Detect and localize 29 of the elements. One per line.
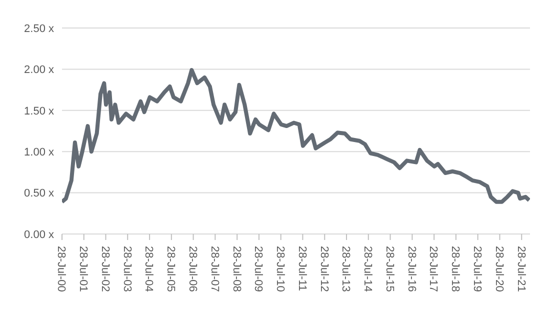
x-tick-label: 28-Jul-21	[514, 246, 527, 292]
x-tick-label: 28-Jul-18	[449, 246, 462, 292]
x-tick-label: 28-Jul-11	[296, 246, 308, 292]
x-tick-label: 28-Jul-17	[427, 246, 440, 292]
y-tick-label: 0.50 x	[24, 188, 54, 200]
x-tick-label: 28-Jul-10	[274, 246, 286, 292]
x-tick-label: 28-Jul-16	[405, 246, 418, 292]
x-tick-label: 28-Jul-00	[55, 246, 68, 292]
x-tick-label: 28-Jul-03	[120, 246, 133, 292]
x-tick-label: 28-Jul-06	[186, 246, 198, 292]
x-tick-label: 28-Jul-15	[383, 246, 396, 292]
y-tick-label: 0.00 x	[24, 228, 54, 241]
x-tick-label: 28-Jul-07	[208, 246, 220, 292]
y-tick-label: 2.50 x	[24, 22, 54, 35]
x-tick-label: 28-Jul-12	[318, 246, 330, 292]
y-tick-label: 2.00 x	[24, 64, 54, 76]
x-tick-label: 28-Jul-08	[230, 246, 242, 292]
x-tick-label: 28-Jul-14	[362, 246, 374, 292]
x-tick-label: 28-Jul-09	[252, 246, 264, 292]
y-tick-label: 1.00 x	[24, 146, 54, 159]
x-tick-label: 28-Jul-05	[164, 246, 177, 292]
x-tick-label: 28-Jul-04	[142, 246, 155, 292]
x-tick-label: 28-Jul-13	[340, 246, 352, 292]
x-tick-label: 28-Jul-01	[77, 246, 90, 292]
x-tick-label: 28-Jul-20	[492, 246, 505, 292]
line-series	[62, 68, 530, 204]
x-tick-label: 28-Jul-02	[98, 246, 111, 292]
y-tick-label: 1.50 x	[24, 105, 54, 118]
x-tick-label: 28-Jul-19	[470, 246, 483, 292]
